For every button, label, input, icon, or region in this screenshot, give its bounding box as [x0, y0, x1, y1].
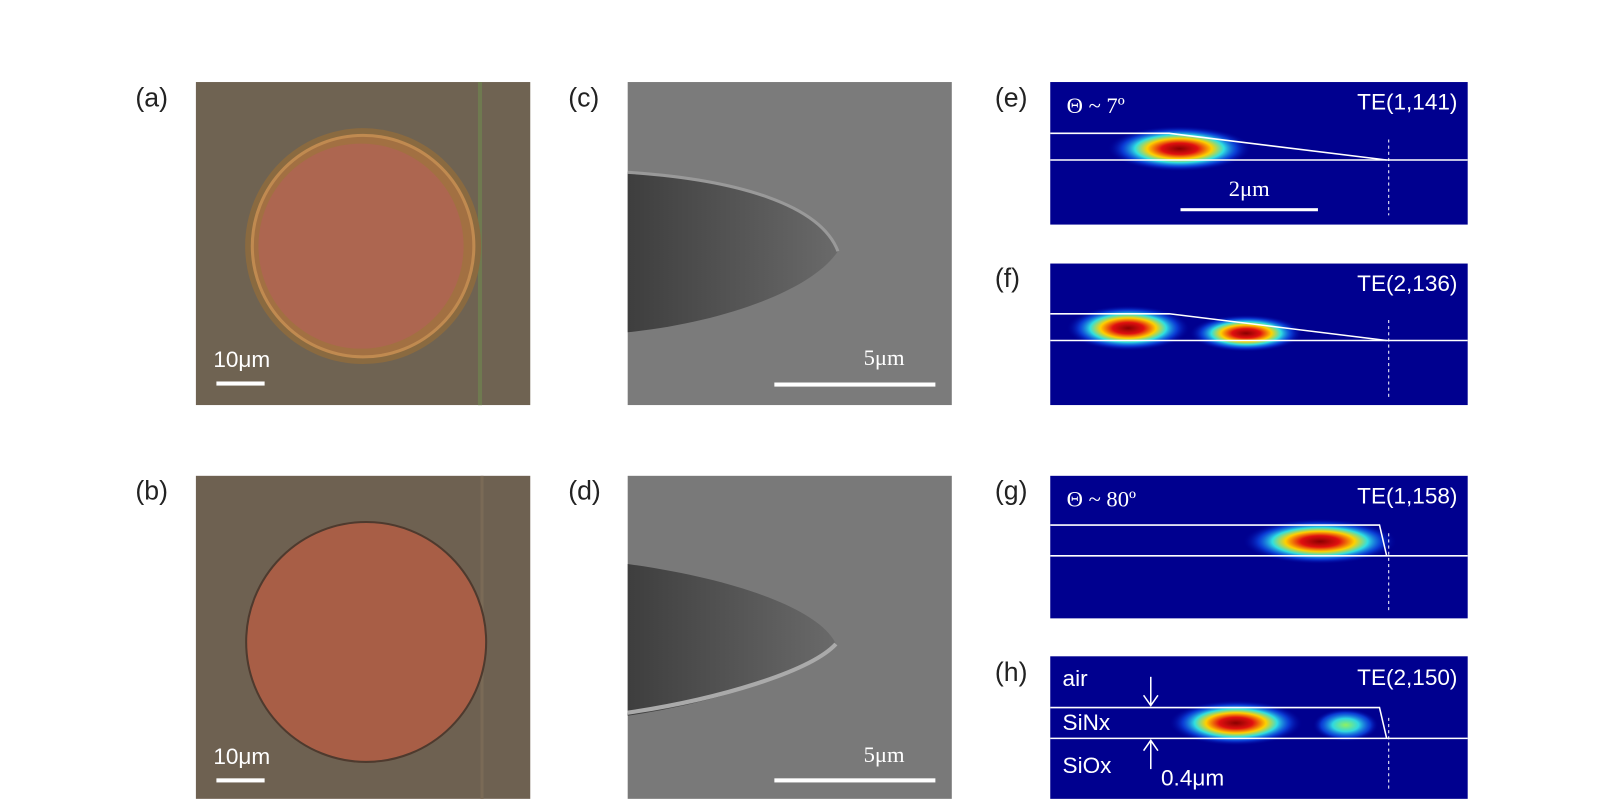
- panel-label: (a): [135, 83, 168, 113]
- panel-label: (d): [568, 475, 601, 505]
- mode-label: TE(2,150): [1357, 665, 1457, 690]
- mode-profile: [1050, 263, 1468, 406]
- micrograph: [195, 82, 531, 406]
- panel-label: (c): [568, 83, 599, 113]
- thickness-label: 0.4μm: [1161, 765, 1224, 790]
- scale-bar-label: 10μm: [213, 347, 270, 372]
- panel-label: (e): [995, 83, 1028, 113]
- scale-bar-label: 5μm: [864, 345, 905, 370]
- mode-profile: [1050, 475, 1468, 619]
- mode-profile: [1050, 656, 1468, 799]
- panel-label: (h): [995, 657, 1028, 687]
- panel-label: (g): [995, 475, 1028, 505]
- mode-label: TE(2,136): [1357, 271, 1457, 296]
- angle-label: Θ ~ 7º: [1067, 93, 1125, 118]
- mode-label: TE(1,158): [1357, 483, 1457, 508]
- scale-bar-label: 2μm: [1229, 176, 1270, 201]
- panel-label: (b): [135, 475, 168, 505]
- scale-bar-label: 10μm: [213, 744, 270, 769]
- sem-image: [627, 475, 952, 799]
- layer-label: SiNx: [1063, 710, 1111, 735]
- panel-label: (f): [995, 263, 1020, 293]
- scale-bar-label: 5μm: [864, 742, 905, 767]
- angle-label: Θ ~ 80º: [1067, 487, 1136, 512]
- layer-label: SiOx: [1063, 753, 1113, 778]
- mode-label: TE(1,141): [1357, 90, 1457, 115]
- layer-label: air: [1063, 666, 1089, 691]
- micrograph: [195, 475, 531, 799]
- sem-image: [627, 82, 952, 406]
- mode-profile: [1050, 82, 1468, 225]
